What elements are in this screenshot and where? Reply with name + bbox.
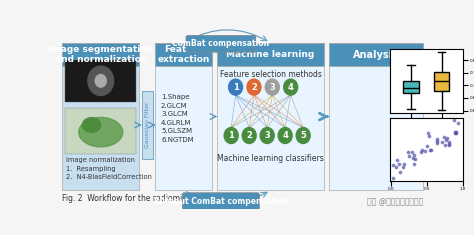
Circle shape <box>88 66 114 96</box>
Point <box>410 153 418 157</box>
Point <box>438 140 446 144</box>
FancyBboxPatch shape <box>62 43 139 66</box>
Text: Image segmentation
and normalization: Image segmentation and normalization <box>48 45 153 64</box>
Point <box>425 134 432 138</box>
Point <box>454 121 462 125</box>
Point <box>433 137 440 141</box>
Point <box>399 165 407 169</box>
Point <box>440 135 447 139</box>
Point <box>451 131 459 135</box>
Text: 1: 1 <box>228 131 234 140</box>
Point <box>428 149 435 152</box>
FancyBboxPatch shape <box>182 193 259 210</box>
Circle shape <box>224 128 238 144</box>
Point <box>401 162 408 166</box>
Point <box>405 154 413 158</box>
Point <box>396 170 403 173</box>
Point <box>410 156 417 160</box>
FancyBboxPatch shape <box>155 43 212 66</box>
FancyBboxPatch shape <box>217 43 324 190</box>
Circle shape <box>247 79 261 95</box>
FancyBboxPatch shape <box>329 43 423 66</box>
Point <box>408 150 416 154</box>
Text: Image normalization
1.  Resampling
2.  N4-BiasFieldCorrection: Image normalization 1. Resampling 2. N4-… <box>66 157 152 180</box>
Text: 3: 3 <box>264 131 270 140</box>
Text: 3: 3 <box>269 83 275 92</box>
PathPatch shape <box>403 81 419 93</box>
Text: 2: 2 <box>251 83 257 92</box>
Circle shape <box>296 128 310 144</box>
Point <box>421 149 429 153</box>
FancyBboxPatch shape <box>155 43 212 190</box>
FancyBboxPatch shape <box>65 60 137 102</box>
Point <box>452 130 459 134</box>
Point <box>446 143 453 147</box>
Ellipse shape <box>82 118 101 132</box>
Text: 知乎 @医学影像组学工具: 知乎 @医学影像组学工具 <box>367 197 423 206</box>
FancyBboxPatch shape <box>142 91 153 159</box>
Text: Machine learning: Machine learning <box>227 50 315 59</box>
Point <box>433 139 441 143</box>
FancyBboxPatch shape <box>186 35 256 52</box>
Point <box>443 137 450 140</box>
Text: 1.Shape
2.GLCM
3.GLCM
4.GLRLM
5.GLSZM
6.NGTDM: 1.Shape 2.GLCM 3.GLCM 4.GLRLM 5.GLSZM 6.… <box>161 94 194 143</box>
Point <box>452 130 459 134</box>
Point <box>426 148 434 151</box>
Text: ComBat compensation: ComBat compensation <box>173 39 269 48</box>
FancyBboxPatch shape <box>217 43 324 66</box>
Circle shape <box>265 79 279 95</box>
Point <box>389 164 397 167</box>
Text: Feature
extraction: Feature extraction <box>158 45 210 64</box>
Point <box>433 141 441 145</box>
Circle shape <box>95 74 106 87</box>
Point <box>395 162 402 166</box>
Text: 4: 4 <box>288 83 293 92</box>
Point <box>453 131 460 135</box>
Point <box>417 150 424 154</box>
Text: Without ComBat compensation: Without ComBat compensation <box>154 197 288 206</box>
Point <box>424 131 431 135</box>
Text: Gaussian Filter: Gaussian Filter <box>145 102 150 148</box>
Text: 1: 1 <box>233 83 238 92</box>
Circle shape <box>284 79 298 95</box>
Point <box>418 148 426 152</box>
Text: Machine learning classifiers: Machine learning classifiers <box>217 154 324 163</box>
Point <box>445 140 453 144</box>
Point <box>411 157 419 161</box>
Text: 2: 2 <box>246 131 252 140</box>
Text: Analysis: Analysis <box>353 50 399 59</box>
Circle shape <box>242 128 256 144</box>
Point <box>450 118 457 122</box>
Point <box>392 165 400 169</box>
Text: Fig. 2  Workflow for the radiomics analysis: Fig. 2 Workflow for the radiomics analys… <box>62 194 224 204</box>
Ellipse shape <box>79 118 123 147</box>
Circle shape <box>260 128 274 144</box>
Text: 5: 5 <box>300 131 306 140</box>
FancyBboxPatch shape <box>65 108 137 154</box>
Point <box>390 176 397 180</box>
Point <box>393 159 401 162</box>
Point <box>446 142 453 146</box>
Text: 4: 4 <box>282 131 288 140</box>
Circle shape <box>228 79 243 95</box>
FancyBboxPatch shape <box>329 43 423 190</box>
PathPatch shape <box>434 72 449 91</box>
Point <box>442 138 450 142</box>
Text: Feature selection methods: Feature selection methods <box>219 70 321 79</box>
Point <box>423 144 430 148</box>
FancyBboxPatch shape <box>62 43 139 190</box>
Circle shape <box>278 128 292 144</box>
Point <box>410 162 418 166</box>
Point <box>442 143 449 147</box>
Point <box>404 150 411 154</box>
